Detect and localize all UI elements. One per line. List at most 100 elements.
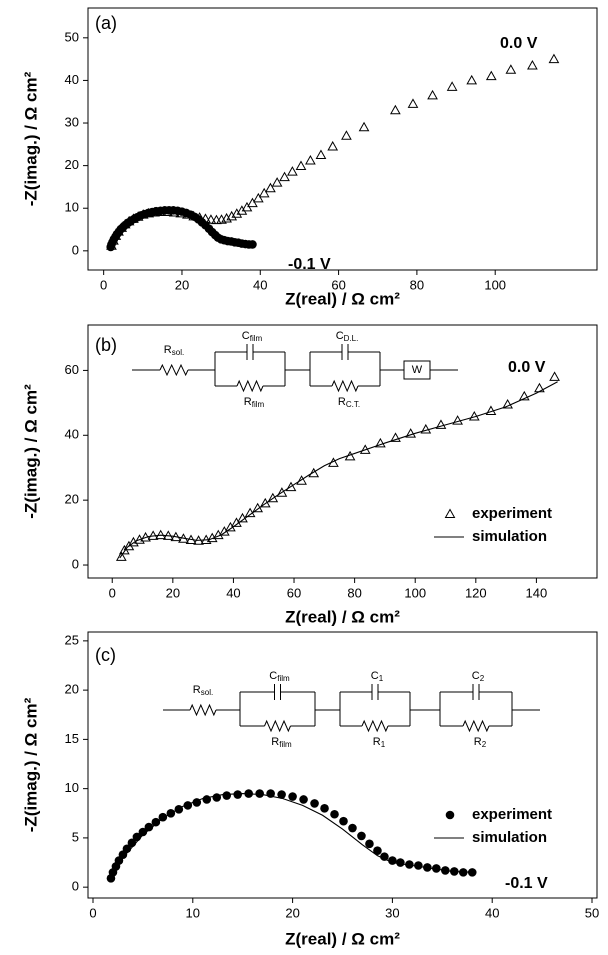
legend-swatch: [444, 508, 456, 518]
panel-label: (b): [95, 335, 117, 355]
circuit-subscript: sol.: [201, 688, 213, 697]
data-point: [390, 104, 401, 115]
circuit-parallel: [309, 344, 381, 387]
y-tick-label: 20: [65, 157, 79, 172]
data-point: [233, 790, 243, 799]
data-point: [396, 858, 405, 867]
circuit-symbol: C: [269, 670, 277, 682]
plot-frame: [87, 631, 598, 899]
x-tick-label: 80: [347, 585, 361, 600]
data-point: [285, 481, 297, 492]
data-point: [407, 98, 419, 108]
circuit-label: Rfilm: [271, 736, 292, 749]
data-point: [327, 140, 339, 151]
data-point: [380, 852, 389, 861]
y-tick-label: 20: [65, 682, 79, 697]
y-tick-label: 5: [72, 829, 79, 844]
circuit-subscript: film: [252, 400, 265, 409]
y-tick-label: 50: [65, 29, 79, 44]
data-point: [435, 419, 447, 429]
circuit-subscript: D.L.: [344, 334, 359, 343]
y-tick-label: 15: [65, 731, 79, 746]
data-point: [252, 502, 264, 513]
circuit-symbol: W: [412, 364, 423, 376]
x-tick-label: 40: [226, 585, 240, 600]
data-point: [144, 822, 154, 832]
circuit-symbol: R: [244, 396, 252, 408]
data-point: [518, 390, 530, 401]
x-tick-label: 0: [100, 277, 107, 292]
x-axis-title: Z(real) / Ω cm²: [285, 929, 400, 948]
annotation: -0.1 V: [505, 875, 548, 892]
circuit-symbol: R: [271, 736, 279, 748]
x-tick-label: 120: [465, 585, 487, 600]
plot-frame: [87, 324, 598, 579]
x-tick-label: 20: [175, 277, 189, 292]
x-tick-label: 140: [526, 585, 548, 600]
circuit-label: C2: [472, 670, 485, 683]
data-point: [320, 804, 329, 813]
data-point: [452, 415, 463, 425]
circuit-subscript: sol.: [172, 348, 184, 357]
data-point: [432, 864, 441, 873]
circuit-label: C1: [371, 670, 384, 683]
circuit-subscript: film: [279, 740, 292, 749]
y-tick-label: 40: [65, 72, 79, 87]
data-point: [115, 551, 127, 561]
circuit-resistor: [159, 363, 189, 377]
circuit-label: W: [412, 364, 423, 376]
circuit-symbol: C: [472, 670, 480, 682]
circuit-symbol: R: [373, 736, 381, 748]
circuit-label: CD.L.: [336, 330, 359, 343]
x-tick-label: 60: [287, 585, 301, 600]
y-tick-label: 10: [65, 200, 79, 215]
data-point: [259, 497, 271, 508]
annotation: 0.0 V: [508, 359, 546, 376]
x-tick-label: 80: [410, 277, 424, 292]
circuit-subscript: film: [277, 674, 290, 683]
data-point: [258, 187, 270, 198]
series-label: -0.1 V: [288, 256, 331, 273]
circuit-symbol: R: [474, 736, 482, 748]
data-point: [202, 795, 212, 804]
circuit-label: R1: [373, 736, 386, 749]
data-point: [271, 177, 283, 187]
data-point: [212, 793, 222, 802]
data-point: [310, 799, 319, 808]
data-point: [276, 487, 288, 497]
y-tick-label: 60: [65, 362, 79, 377]
data-point: [427, 89, 438, 100]
data-point: [151, 817, 161, 827]
plot-frame: [87, 7, 598, 271]
circuit-symbol: R: [164, 344, 172, 356]
circuit-label: Rsol.: [164, 344, 184, 357]
data-point: [446, 81, 458, 91]
y-tick-label: 0: [72, 556, 79, 571]
simulation-line: [110, 793, 475, 879]
data-point: [222, 791, 232, 800]
circuit-parallel: [214, 344, 286, 387]
data-point: [527, 59, 538, 70]
circuit-subscript: 1: [381, 740, 386, 749]
y-tick-label: 20: [65, 492, 79, 507]
data-point: [221, 212, 232, 223]
data-point: [358, 121, 370, 132]
data-point: [236, 205, 248, 215]
circuit-resistor: [236, 379, 264, 393]
legend-label: simulation: [472, 829, 547, 846]
x-tick-label: 50: [585, 905, 599, 920]
data-point: [548, 53, 560, 64]
data-point: [505, 64, 517, 74]
legend-label: experiment: [472, 505, 552, 522]
x-tick-label: 60: [331, 277, 345, 292]
x-tick-label: 40: [253, 277, 267, 292]
circuit-subscript: film: [250, 334, 263, 343]
data-point: [348, 823, 357, 833]
data-point: [308, 467, 320, 478]
data-point: [231, 208, 243, 218]
y-axis-title: -Z(imag.) / Ω cm²: [21, 384, 40, 519]
x-tick-label: 0: [109, 585, 116, 600]
circuit-resistor: [331, 379, 359, 393]
circuit-label: R2: [474, 736, 487, 749]
